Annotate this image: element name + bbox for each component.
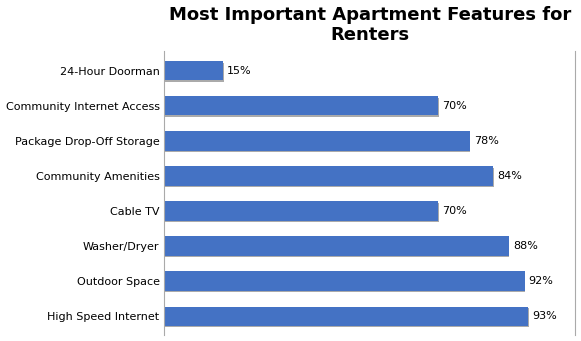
- Bar: [164, 236, 509, 256]
- Text: 70%: 70%: [442, 206, 467, 216]
- Text: 15%: 15%: [227, 66, 252, 76]
- Bar: [164, 201, 439, 221]
- Bar: [165, 308, 529, 327]
- Bar: [165, 168, 494, 187]
- Bar: [164, 271, 525, 291]
- Text: 84%: 84%: [497, 171, 522, 181]
- Bar: [165, 98, 439, 117]
- Text: 92%: 92%: [529, 276, 553, 286]
- Bar: [165, 273, 525, 292]
- Bar: [165, 133, 471, 152]
- Bar: [164, 96, 439, 116]
- Bar: [165, 62, 224, 82]
- Title: Most Important Apartment Features for
Renters: Most Important Apartment Features for Re…: [169, 5, 571, 44]
- Bar: [164, 307, 529, 326]
- Bar: [164, 166, 493, 186]
- Bar: [164, 61, 223, 80]
- Text: 88%: 88%: [513, 241, 537, 251]
- Bar: [165, 203, 439, 222]
- Text: 78%: 78%: [474, 136, 498, 146]
- Text: 93%: 93%: [532, 311, 557, 321]
- Bar: [165, 238, 510, 257]
- Bar: [164, 131, 470, 150]
- Text: 70%: 70%: [442, 101, 467, 111]
